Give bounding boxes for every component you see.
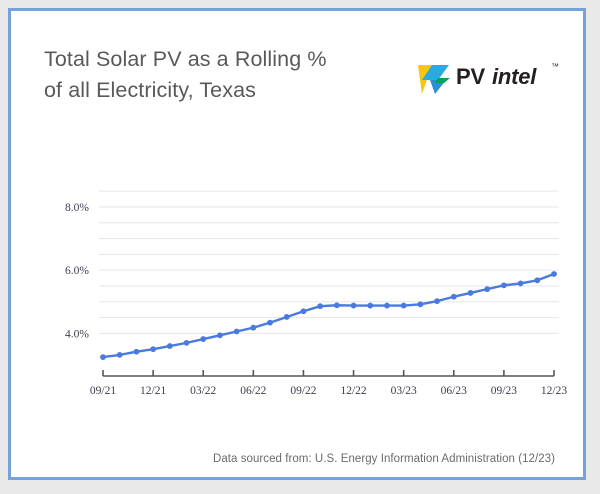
logo-text-pv: PV <box>456 64 485 89</box>
y-axis-tick-label: 8.0% <box>65 202 89 214</box>
data-point <box>333 302 340 309</box>
x-axis-tick-label: 03/23 <box>391 385 417 397</box>
y-axis-tick-label: 6.0% <box>65 265 89 277</box>
data-point <box>300 308 307 315</box>
data-point <box>467 290 474 296</box>
data-point <box>217 332 223 339</box>
data-point <box>500 282 507 289</box>
logo-trademark: ™ <box>551 62 559 71</box>
x-axis-tick-label: 09/21 <box>90 385 116 397</box>
data-series-line <box>101 272 556 359</box>
data-point <box>450 293 457 300</box>
chart-x-axis-labels: 09/21 12/21 03/22 06/22 09/22 12/22 03/23 06/23… <box>90 385 567 397</box>
data-point <box>534 277 541 284</box>
data-point <box>317 303 324 310</box>
data-point <box>233 328 240 335</box>
data-point <box>350 302 357 309</box>
chart-plot-area: 4.0% 6.0% 8.0% 09/21 12/21 03/22 06/22 09/22 12… <box>11 126 589 446</box>
data-point <box>133 348 140 355</box>
x-axis-tick-label: 12/22 <box>340 385 366 397</box>
data-point <box>100 354 106 360</box>
chart-card: Total Solar PV as a Rolling % of all Ele… <box>8 8 586 480</box>
x-axis-tick-label: 12/21 <box>140 385 166 397</box>
data-point <box>417 301 424 308</box>
pv-intel-logo: PV intel ™ <box>404 60 569 102</box>
data-point <box>367 302 374 309</box>
x-axis-tick-label: 09/22 <box>290 385 316 397</box>
page-title: Total Solar PV as a Rolling % of all Ele… <box>44 47 327 102</box>
logo-mark-icon <box>418 65 450 94</box>
data-point <box>250 324 257 331</box>
source-note: Data sourced from: U.S. Energy Informati… <box>212 453 555 465</box>
chart-header: Total Solar PV as a Rolling % of all Ele… <box>11 11 583 126</box>
data-point <box>551 271 557 277</box>
data-point <box>267 319 273 326</box>
x-axis-tick-label: 06/22 <box>240 385 266 397</box>
chart-gridlines <box>99 190 559 334</box>
chart-y-axis-labels: 4.0% 6.0% 8.0% <box>65 202 89 340</box>
data-point <box>150 346 157 353</box>
card-inner: Total Solar PV as a Rolling % of all Ele… <box>11 11 583 477</box>
chart-x-axis <box>102 370 555 377</box>
data-point <box>400 302 407 309</box>
data-point <box>434 298 440 305</box>
chart-data-line <box>101 272 556 359</box>
x-axis-tick-label: 09/23 <box>491 385 517 397</box>
x-axis-tick-label: 03/22 <box>190 385 216 397</box>
chart-data-points <box>100 271 557 360</box>
data-point <box>484 286 491 293</box>
data-point <box>283 314 290 320</box>
y-axis-tick-label: 4.0% <box>65 328 89 340</box>
data-point <box>200 336 207 342</box>
data-point <box>384 302 390 309</box>
logo-wordmark: PV intel <box>456 64 536 90</box>
line-chart-svg: 4.0% 6.0% 8.0% 09/21 12/21 03/22 06/22 09/22 12… <box>65 190 567 397</box>
data-point <box>183 339 190 346</box>
x-axis-tick-label: 12/23 <box>541 385 567 397</box>
logo-text-intel: intel <box>491 64 537 89</box>
x-axis-tick-label: 06/23 <box>441 385 467 397</box>
data-point <box>517 280 524 287</box>
data-point <box>166 343 173 349</box>
data-point <box>116 351 123 358</box>
